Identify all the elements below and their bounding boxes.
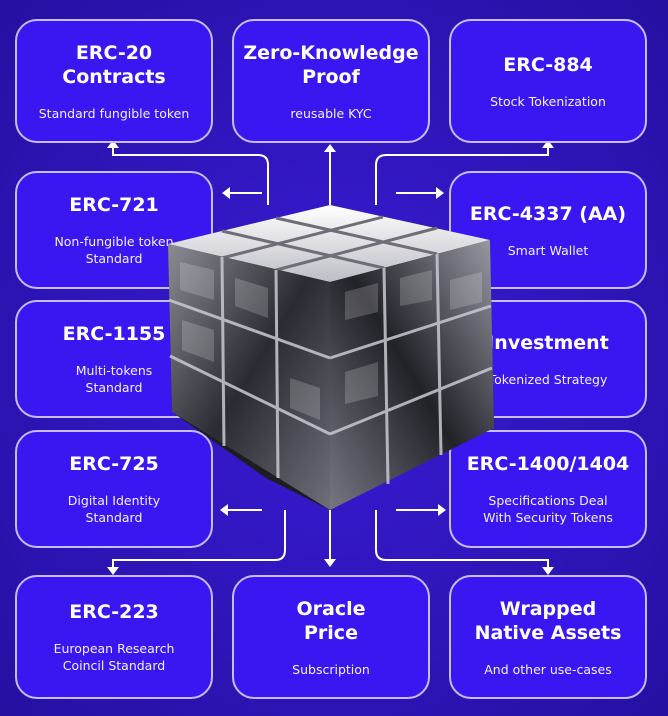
card-erc223: ERC-223 European Research Coincil Standa… xyxy=(15,575,213,699)
card-title: Investment xyxy=(487,331,609,354)
card-title: ERC-1155 xyxy=(62,323,166,345)
card-title: Wrapped Native Assets xyxy=(474,597,622,644)
card-subtitle: Multi-tokens Standard xyxy=(75,363,153,395)
card-investment: Investment Tokenized Strategy xyxy=(449,300,647,418)
card-title: ERC-721 xyxy=(69,194,159,216)
card-erc20: ERC-20 Contracts Standard fungible token xyxy=(15,19,213,143)
card-oracle: Oracle Price Subscription xyxy=(232,575,430,699)
card-title: ERC-884 xyxy=(503,53,593,76)
card-title: ERC-20 Contracts xyxy=(62,41,166,88)
card-erc884: ERC-884 Stock Tokenization xyxy=(449,19,647,143)
card-zkp: Zero-Knowledge Proof reusable KYC xyxy=(232,19,430,143)
card-erc4337: ERC-4337 (AA) Smart Wallet xyxy=(449,171,647,289)
card-subtitle: Digital Identity Standard xyxy=(67,493,161,525)
card-title: Zero-Knowledge Proof xyxy=(243,41,419,88)
card-title: Oracle Price xyxy=(296,597,366,644)
card-subtitle: Subscription xyxy=(292,661,370,677)
card-title: ERC-1400/1404 xyxy=(466,453,630,475)
card-subtitle: Stock Tokenization xyxy=(490,93,606,109)
card-title: ERC-725 xyxy=(69,453,159,475)
card-subtitle: Tokenized Strategy xyxy=(488,371,608,387)
card-erc1400: ERC-1400/1404 Specifications Deal With S… xyxy=(449,430,647,548)
card-subtitle: Specifications Deal With Security Tokens xyxy=(483,493,613,525)
card-wrapped: Wrapped Native Assets And other use-case… xyxy=(449,575,647,699)
card-subtitle: And other use-cases xyxy=(484,661,612,677)
card-subtitle: Smart Wallet xyxy=(507,242,589,258)
card-title: ERC-4337 (AA) xyxy=(469,202,627,225)
card-subtitle: Standard fungible token xyxy=(38,105,190,121)
card-erc1155: ERC-1155 Multi-tokens Standard xyxy=(15,300,213,418)
card-subtitle: European Research Coincil Standard xyxy=(53,641,175,673)
card-subtitle: Non-fungible token Standard xyxy=(54,234,174,266)
card-title: ERC-223 xyxy=(69,601,159,623)
card-erc721: ERC-721 Non-fungible token Standard xyxy=(15,171,213,289)
card-subtitle: reusable KYC xyxy=(290,105,372,121)
card-erc725: ERC-725 Digital Identity Standard xyxy=(15,430,213,548)
